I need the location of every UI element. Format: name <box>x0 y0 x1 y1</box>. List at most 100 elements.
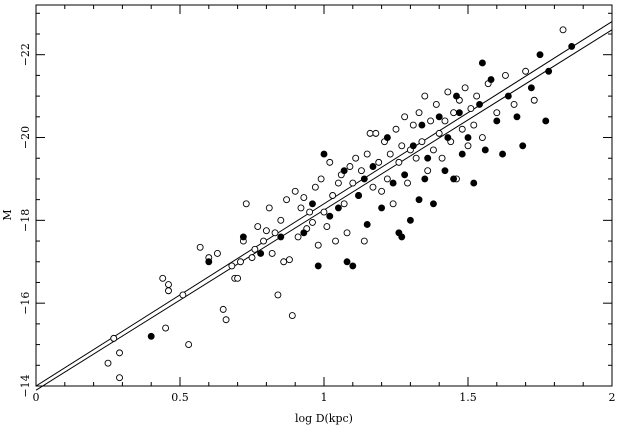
open-data-point <box>415 109 423 117</box>
filled-data-point <box>527 84 535 92</box>
filled-data-point <box>504 92 512 100</box>
filled-data-point <box>343 258 351 266</box>
open-data-point <box>320 208 328 216</box>
open-data-point <box>424 167 432 175</box>
open-data-point <box>306 208 314 216</box>
filled-data-point <box>147 332 155 340</box>
filled-data-point <box>378 204 386 212</box>
open-data-point <box>470 121 478 129</box>
open-data-point <box>360 237 368 245</box>
y-tick-label: −22 <box>19 43 32 66</box>
open-data-point <box>277 216 285 224</box>
open-data-point <box>260 237 267 245</box>
open-data-point <box>461 84 469 92</box>
fit-line <box>35 21 613 387</box>
open-data-point <box>398 142 406 150</box>
filled-data-point <box>239 233 247 241</box>
filled-data-point <box>355 192 363 199</box>
y-axis-label: M <box>1 209 14 220</box>
x-axis-label: log D(kpc) <box>295 412 353 425</box>
filled-data-point <box>453 92 460 100</box>
open-data-point <box>412 154 420 162</box>
open-data-point <box>366 129 374 137</box>
y-tick-label: −16 <box>19 292 32 315</box>
filled-data-point <box>409 142 417 150</box>
x-tick-label: 2 <box>609 391 616 404</box>
y-tick-label: −20 <box>19 126 32 149</box>
fit-lines-group <box>35 21 613 391</box>
filled-data-point <box>458 150 466 158</box>
open-data-point <box>357 167 365 175</box>
plot-frame-group <box>35 4 613 387</box>
open-data-point <box>329 192 337 199</box>
filled-data-point <box>309 200 316 208</box>
open-data-point <box>386 150 394 158</box>
filled-data-point <box>568 42 576 50</box>
open-data-point <box>283 196 291 204</box>
open-data-point <box>346 163 354 170</box>
open-data-point <box>340 200 348 208</box>
open-data-point <box>438 154 446 162</box>
open-data-point <box>432 100 440 108</box>
filled-data-point <box>277 233 285 241</box>
open-data-point <box>378 187 386 195</box>
points-group <box>104 26 576 382</box>
filled-data-point <box>519 142 527 150</box>
open-data-point <box>309 218 316 226</box>
open-data-point <box>291 187 299 195</box>
open-data-point <box>116 349 123 357</box>
open-data-point <box>323 223 331 231</box>
filled-data-point <box>464 134 472 141</box>
open-data-point <box>274 291 282 299</box>
open-data-point <box>196 243 204 251</box>
open-data-point <box>268 250 276 257</box>
open-data-point <box>427 117 435 125</box>
open-data-point <box>219 305 227 313</box>
open-data-point <box>271 229 279 237</box>
open-data-point <box>251 245 259 253</box>
open-data-point <box>458 125 466 133</box>
open-data-point <box>392 125 400 133</box>
open-data-point <box>185 341 193 349</box>
open-data-point <box>441 117 449 125</box>
filled-data-point <box>487 76 495 83</box>
open-data-point <box>435 129 443 137</box>
filled-data-point <box>349 262 357 270</box>
filled-data-point <box>363 221 371 228</box>
open-data-point <box>254 223 262 231</box>
filled-data-point <box>334 204 342 212</box>
open-data-point <box>314 241 322 249</box>
open-data-point <box>510 100 518 108</box>
open-data-point <box>317 175 325 183</box>
open-data-point <box>395 158 403 166</box>
open-data-point <box>421 92 429 100</box>
open-data-point <box>369 183 377 191</box>
open-data-point <box>349 179 357 187</box>
open-data-point <box>280 258 288 266</box>
open-data-point <box>429 146 437 154</box>
open-data-point <box>248 254 256 262</box>
open-data-point <box>228 262 236 270</box>
filled-data-point <box>444 134 452 141</box>
filled-data-point <box>455 109 463 117</box>
x-tick-label: 1 <box>321 391 328 404</box>
open-data-point <box>165 287 172 295</box>
open-data-point <box>409 121 417 129</box>
open-data-point <box>288 312 296 320</box>
filled-data-point <box>205 258 213 266</box>
x-tick-label: 0 <box>33 391 40 404</box>
filled-data-point <box>320 150 328 158</box>
open-data-point <box>383 175 391 183</box>
open-data-point <box>222 316 230 324</box>
filled-data-point <box>369 163 377 170</box>
open-data-point <box>473 92 481 100</box>
open-data-point <box>501 71 509 79</box>
open-data-point <box>343 229 351 237</box>
open-data-point <box>110 334 118 342</box>
open-data-point <box>352 154 360 162</box>
filled-data-point <box>389 179 397 187</box>
open-data-point <box>285 256 293 264</box>
open-data-point <box>326 158 334 166</box>
filled-data-point <box>441 167 449 175</box>
filled-data-point <box>435 113 443 121</box>
